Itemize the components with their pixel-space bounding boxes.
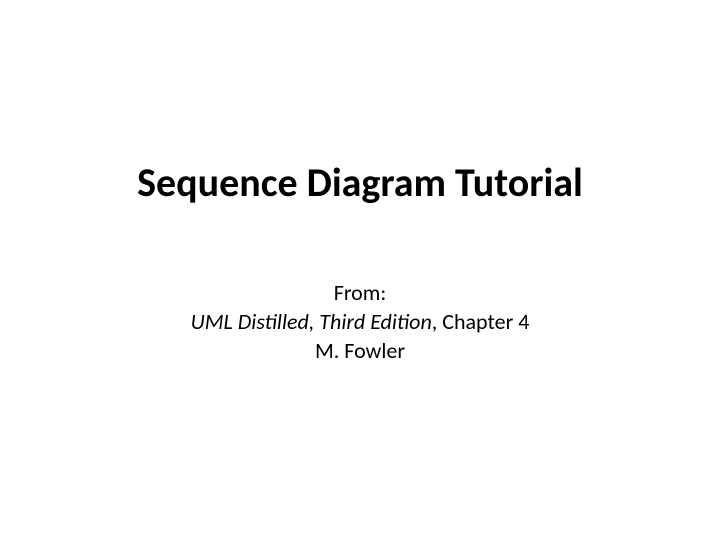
slide-container: Sequence Diagram Tutorial From: UML Dist…: [0, 0, 720, 540]
reference-line: UML Distilled, Third Edition, Chapter 4: [191, 308, 530, 335]
book-title: UML Distilled, Third Edition: [191, 308, 432, 335]
slide-title: Sequence Diagram Tutorial: [137, 158, 583, 207]
from-label: From:: [334, 279, 387, 306]
chapter-text: , Chapter 4: [432, 308, 530, 335]
author-name: M. Fowler: [315, 337, 405, 364]
